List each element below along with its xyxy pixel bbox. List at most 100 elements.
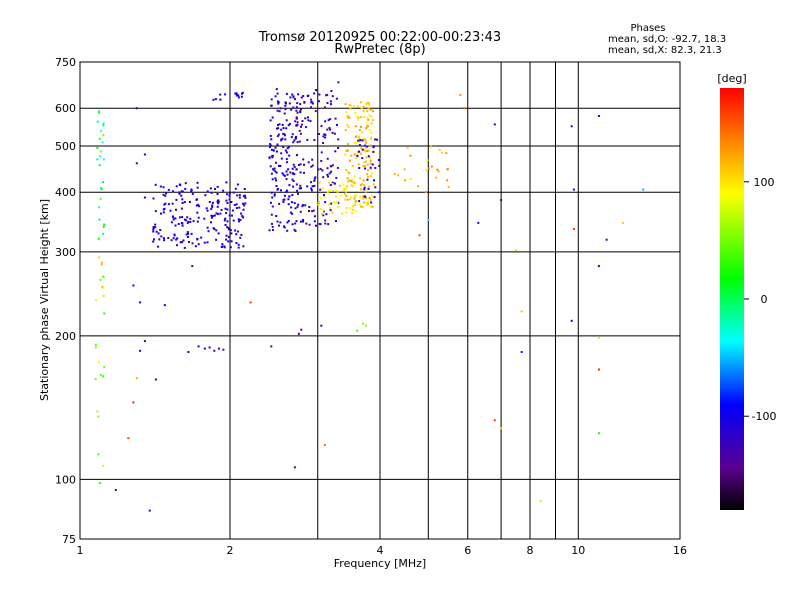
data-point [345,195,348,197]
data-point [366,201,369,204]
data-point [333,201,336,204]
data-point [308,206,311,208]
data-point [329,128,332,131]
data-point [409,154,412,157]
data-point [213,228,216,231]
data-point [354,209,357,212]
data-point [269,143,272,146]
data-point [286,147,289,150]
data-point [309,120,312,123]
data-point [320,213,323,215]
data-point [187,232,189,235]
data-point [235,94,238,97]
data-point [194,245,197,248]
data-point [354,112,357,115]
data-point [320,160,323,162]
data-point [235,242,238,244]
data-point [318,133,320,135]
data-point [373,196,376,199]
data-point [186,236,189,238]
data-point [282,198,285,201]
colorbar-ticks: 100 0 -100 [744,176,776,423]
data-point [331,181,334,184]
data-point [305,126,308,129]
data-point [94,346,97,349]
data-point [225,212,228,214]
data-point [365,102,368,105]
data-point [241,91,244,94]
data-point [345,187,348,190]
data-point [307,119,310,122]
data-point [417,185,419,188]
data-point [152,228,155,231]
data-point [174,224,177,227]
data-point [320,125,323,128]
data-point [181,202,184,204]
data-point [446,168,449,171]
data-point [311,164,314,167]
data-point [427,167,430,170]
data-point [361,131,363,134]
data-point [225,199,228,202]
data-point [296,121,299,124]
data-point [183,246,186,249]
data-point [344,129,347,132]
data-point [239,236,242,239]
data-point [283,134,286,137]
data-point [323,194,325,197]
data-point [287,203,290,206]
data-point [326,191,329,194]
data-point [363,188,366,191]
data-point [367,118,370,121]
data-point [179,241,182,244]
data-point [285,170,288,173]
data-point [189,217,192,220]
data-point [374,138,377,141]
data-point [203,241,206,244]
data-point [349,196,352,199]
data-point [287,124,290,127]
data-point [282,200,285,203]
data-point [363,186,366,189]
data-point [300,328,303,331]
data-point [331,211,334,214]
data-point [195,204,198,207]
data-point [143,196,146,199]
data-point [364,141,367,144]
data-point [327,175,329,178]
data-point [100,150,103,153]
data-point [515,249,517,252]
data-point [306,185,309,188]
data-point [325,94,328,97]
data-point [232,219,235,222]
data-point [332,189,335,192]
data-point [365,203,368,206]
data-point [269,165,272,168]
data-point [358,150,360,153]
data-point [357,136,360,139]
data-point [174,217,177,220]
data-point [173,234,176,237]
data-point [215,238,218,241]
data-point [103,223,106,226]
data-point [197,216,200,219]
data-point [211,206,214,209]
colorbar-tick-label: 0 [761,293,768,306]
data-point [100,261,103,264]
data-point [597,336,600,339]
data-point [188,201,191,203]
data-point [274,146,277,149]
data-point [294,98,296,101]
data-point [293,466,296,469]
data-point [224,93,227,96]
data-point [287,198,290,201]
data-point [196,237,199,240]
data-point [207,230,210,233]
data-point [310,98,313,101]
data-point [597,265,600,268]
data-point [271,116,274,119]
data-point [277,127,280,130]
data-point [196,186,199,189]
data-point [268,157,271,160]
data-point [237,246,240,249]
